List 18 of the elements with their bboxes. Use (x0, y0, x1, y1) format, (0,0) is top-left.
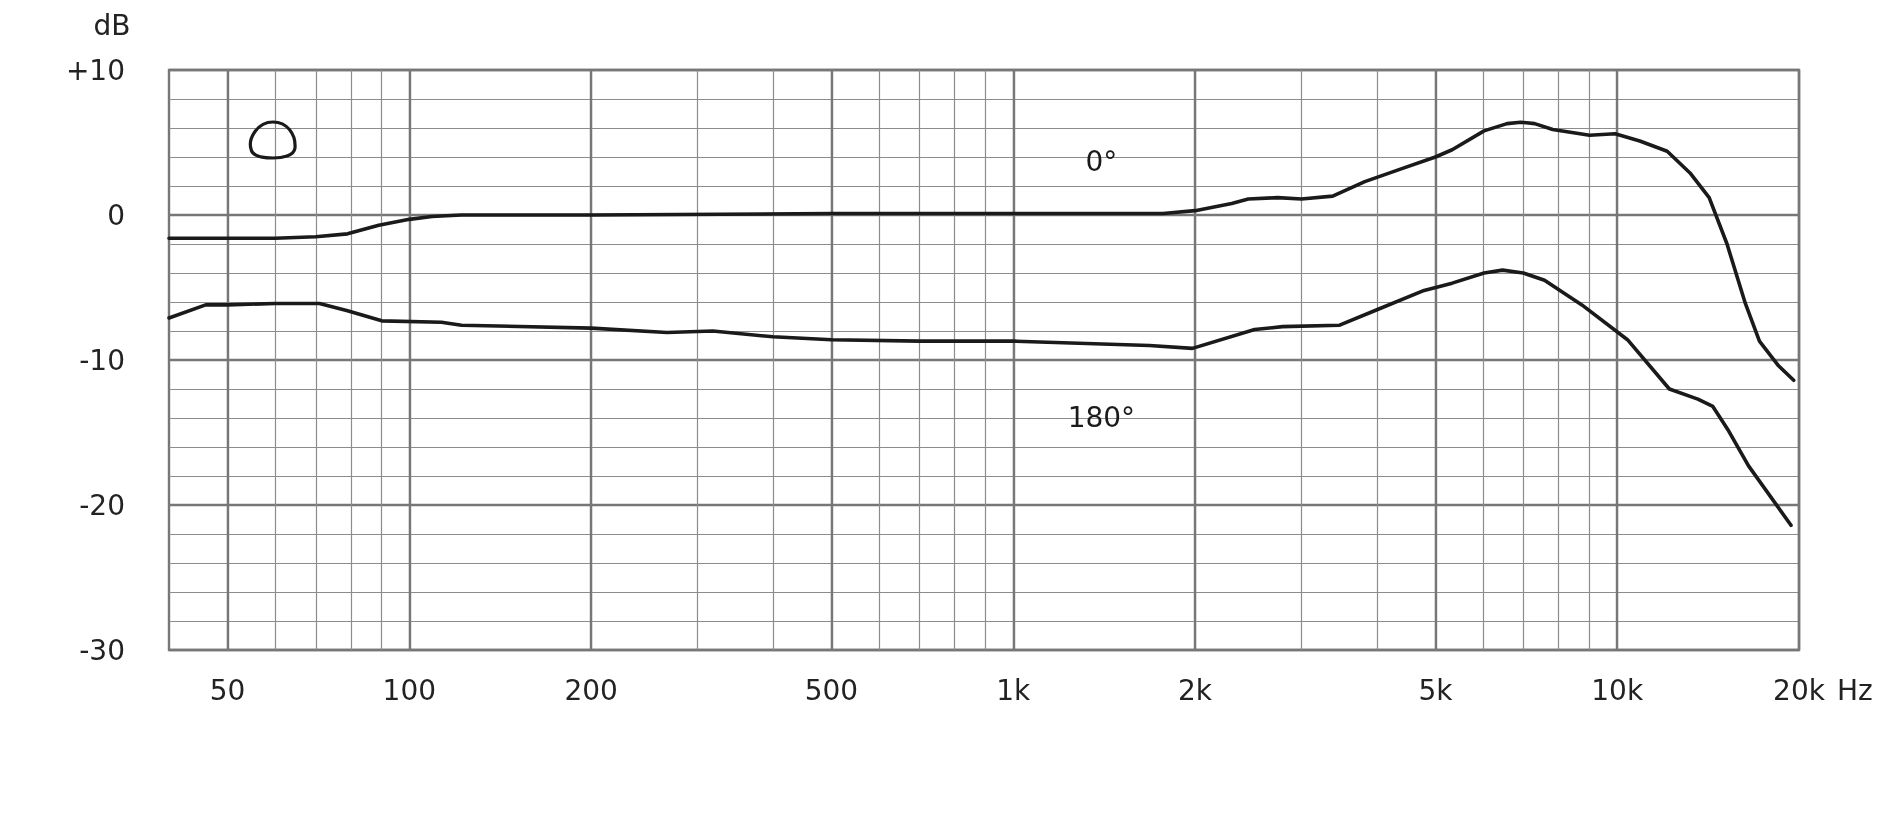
x-tick-label: 500 (804, 673, 859, 707)
x-tick-label: 20k (1773, 673, 1826, 707)
y-tick-label: -20 (79, 488, 125, 522)
series-label: 180° (1067, 400, 1136, 434)
x-tick-label: 2k (1178, 673, 1213, 707)
y-tick-label: -10 (79, 343, 125, 377)
x-axis-title: Hz (1837, 673, 1873, 707)
y-axis-title: dB (93, 8, 131, 42)
x-tick-label: 5k (1418, 673, 1454, 707)
x-tick-label: 10k (1591, 673, 1644, 707)
y-tick-label: +10 (65, 53, 125, 87)
series-label: 0° (1085, 144, 1118, 178)
x-tick-label: 200 (564, 673, 618, 707)
x-tick-label: 100 (382, 673, 437, 707)
x-tick-label: 50 (209, 673, 246, 707)
y-tick-label: 0 (107, 198, 125, 232)
y-tick-label: -30 (79, 633, 125, 667)
x-tick-label: 1k (996, 673, 1032, 707)
